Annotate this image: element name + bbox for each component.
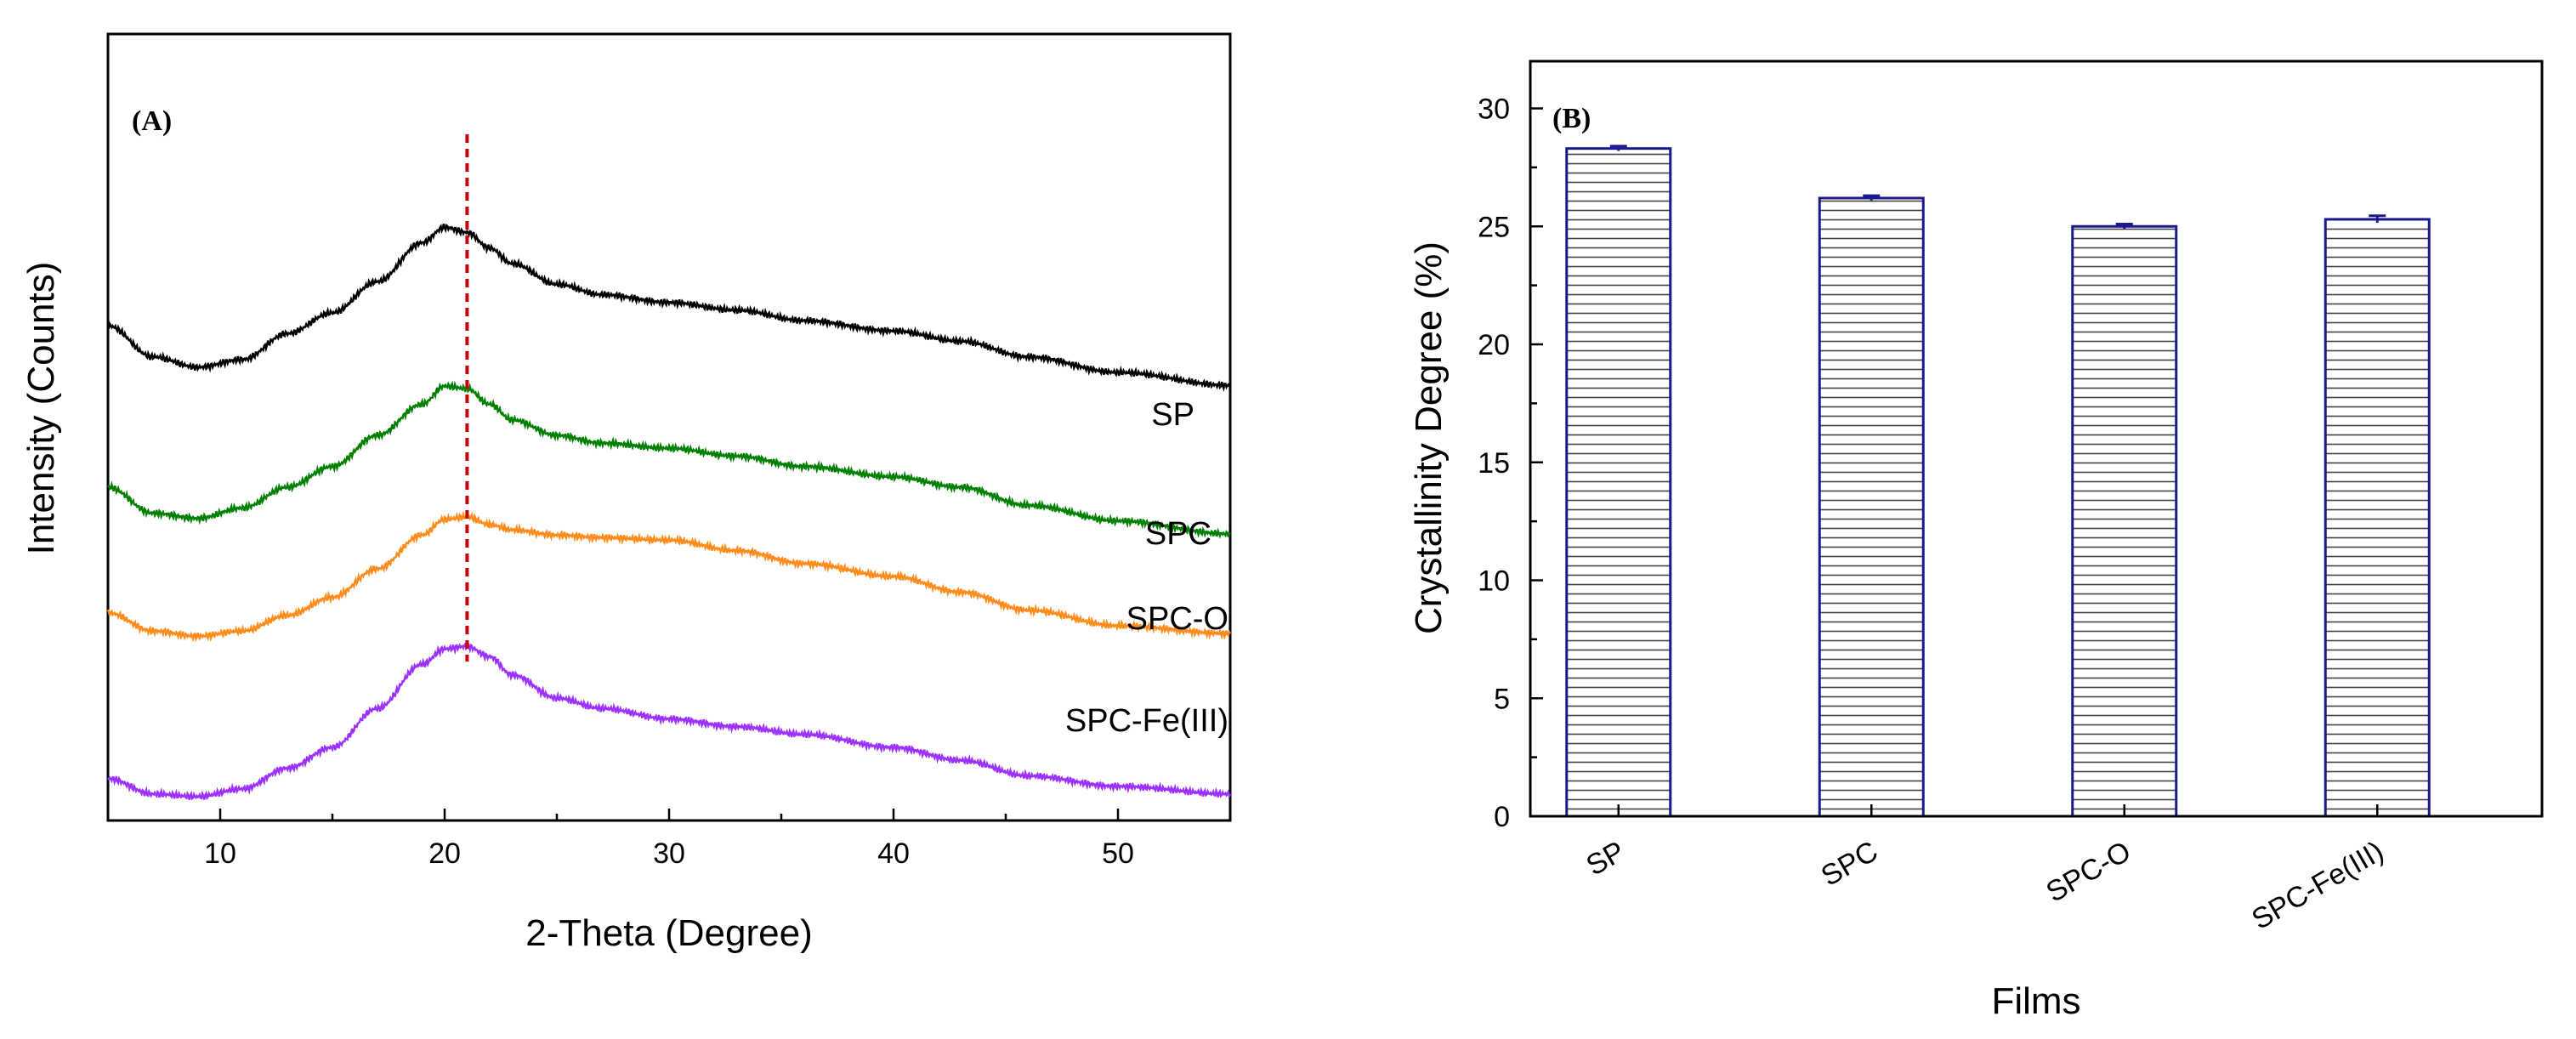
xrd-panel-label: (A) — [132, 105, 172, 137]
xrd-curve-sp — [107, 224, 1231, 393]
crystallinity-y-tick-label: 10 — [1478, 565, 1510, 598]
crystallinity-y-ticks: 0 5 10 15 20 25 30 — [1478, 94, 1543, 833]
xrd-plot-frame — [106, 32, 1232, 822]
crystallinity-y-axis-title: Crystallinity Degree (%) — [1408, 241, 1450, 634]
xrd-x-tick-label: 40 — [877, 837, 910, 870]
bar-spc-o — [2071, 224, 2178, 818]
crystallinity-panel-label: (B) — [1552, 103, 1591, 134]
crystallinity-y-tick-label: 5 — [1494, 683, 1510, 715]
bar-sp — [1565, 147, 1672, 818]
xrd-series-label-spc: SPC — [1145, 516, 1211, 552]
crystallinity-plot-frame — [1529, 60, 2544, 818]
crystallinity-x-tick-label: SPC-O — [2040, 835, 2136, 909]
xrd-x-tick-label: 30 — [653, 837, 685, 870]
crystallinity-y-tick-label: 20 — [1478, 329, 1510, 361]
xrd-series-group: SP SPC SPC-O SPC-Fe(III) — [106, 224, 1232, 801]
xrd-x-tick-label: 20 — [428, 837, 461, 870]
crystallinity-x-tick-labels: SP SPC SPC-O SPC-Fe(III) — [1580, 835, 2389, 936]
bar-spc-fe-iii — [2324, 218, 2431, 818]
xrd-series-label-spc-o: SPC-O — [1126, 601, 1228, 637]
xrd-chart: 10 20 30 40 50 SP SPC SPC-O SPC-Fe(III) (A) 2-T… — [20, 32, 1232, 954]
xrd-y-axis-title: Intensity (Counts) — [20, 262, 62, 555]
xrd-curve-spc-fe-iii — [106, 641, 1232, 801]
crystallinity-x-tick-label: SP — [1580, 835, 1630, 883]
crystallinity-x-tick-label: SPC-Fe(III) — [2246, 835, 2389, 936]
crystallinity-chart: 0 5 10 15 20 25 30 SP SPC SPC-O SPC-Fe(III) (B) F… — [1408, 60, 2544, 1022]
xrd-x-tick-label: 50 — [1102, 837, 1134, 870]
xrd-series-label-sp: SP — [1151, 397, 1194, 433]
xrd-curve-spc — [107, 380, 1231, 539]
xrd-series-label-spc-fe-iii: SPC-Fe(III) — [1065, 703, 1228, 739]
xrd-curve-spc-o — [106, 510, 1231, 643]
crystallinity-y-tick-label: 0 — [1494, 801, 1510, 833]
crystallinity-x-tick-label: SPC — [1816, 835, 1884, 893]
xrd-x-axis-title: 2-Theta (Degree) — [525, 912, 812, 954]
crystallinity-x-axis-title: Films — [1991, 980, 2080, 1022]
crystallinity-bars — [1565, 145, 2431, 818]
bar-spc — [1818, 196, 1925, 818]
crystallinity-y-tick-label: 25 — [1478, 211, 1510, 243]
xrd-x-tick-label: 10 — [204, 837, 236, 870]
crystallinity-y-tick-label: 15 — [1478, 447, 1510, 480]
xrd-x-ticks: 10 20 30 40 50 — [106, 809, 1232, 870]
crystallinity-y-tick-label: 30 — [1478, 94, 1510, 126]
